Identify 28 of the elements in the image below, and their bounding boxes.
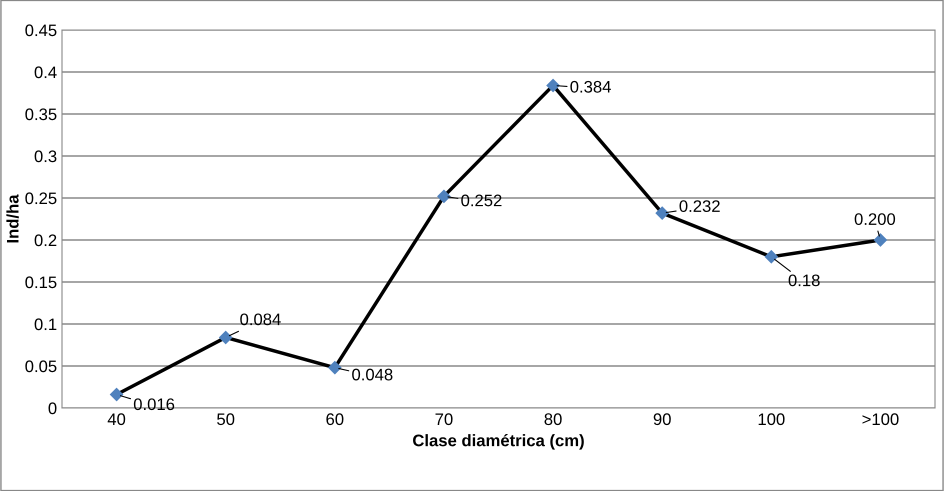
x-tick-label: 60 — [326, 413, 344, 426]
y-tick-label: 0.35 — [25, 108, 56, 120]
y-tick-label: 0.4 — [34, 66, 57, 78]
x-tick-label: 50 — [217, 413, 234, 426]
x-tick-label: 40 — [108, 413, 126, 426]
x-tick-label: >100 — [862, 413, 899, 426]
y-tick-label: 0.25 — [25, 192, 56, 204]
y-tick-label: 0.05 — [25, 360, 56, 372]
data-label: 0.18 — [788, 274, 820, 286]
y-tick-label: 0.3 — [34, 150, 56, 162]
data-label: 0.232 — [680, 200, 720, 212]
y-tick-label: 0.2 — [34, 234, 56, 246]
data-label: 0.084 — [240, 313, 281, 326]
y-tick-label: 0.1 — [34, 318, 56, 330]
y-tick-label: 0.45 — [25, 24, 56, 36]
y-tick-label: 0.15 — [25, 276, 56, 288]
x-tick-label: 80 — [544, 413, 562, 426]
x-tick-label: 100 — [758, 413, 785, 426]
x-tick-label: 90 — [654, 413, 671, 426]
x-axis-title: Clase diamétrica (cm) — [413, 434, 584, 450]
y-tick-label: 0 — [48, 402, 56, 414]
data-label: 0.016 — [134, 398, 174, 410]
data-label: 0.200 — [854, 213, 896, 226]
data-label: 0.048 — [352, 368, 392, 380]
x-tick-label: 70 — [436, 413, 453, 426]
data-label: 0.384 — [570, 80, 611, 93]
y-axis-title: Ind/ha — [6, 194, 19, 242]
data-label: 0.252 — [461, 194, 502, 206]
